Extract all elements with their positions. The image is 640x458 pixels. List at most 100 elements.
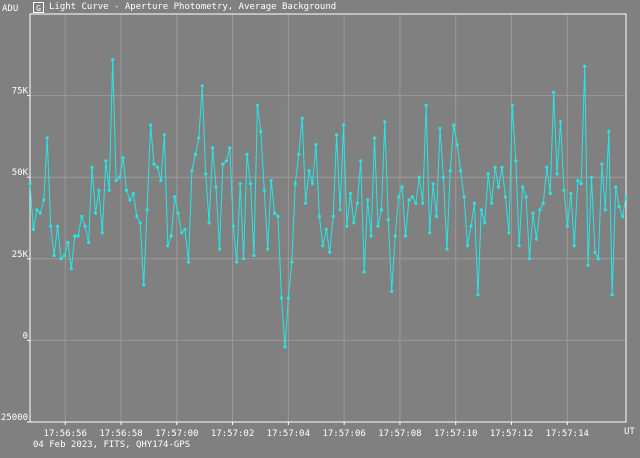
data-point [496,185,501,189]
data-point [531,211,535,215]
data-point [445,247,449,251]
data-point [438,126,442,130]
data-point [166,244,170,248]
data-point [534,237,539,241]
data-point [621,214,625,218]
data-point [180,231,184,235]
data-point [448,169,452,173]
app-icon[interactable]: G [33,2,44,13]
data-point [486,172,490,176]
data-point [507,231,511,235]
x-tick-labels: 17:56:56 17:56:58 17:57:00 17:57:02 17:57:04… [44,429,589,439]
data-point [214,185,218,189]
data-point [248,182,253,186]
data-point [410,195,414,199]
y-tick-label: 0 [23,331,28,341]
data-point [596,257,601,261]
data-point [290,260,294,264]
data-point [455,143,459,147]
title-bar: G Light Curve - Aperture Photometry, Ave… [0,0,640,16]
data-point [321,244,325,248]
grid-lines [30,14,626,423]
data-point [386,218,390,222]
data-point [259,129,263,134]
data-point [97,188,101,192]
data-point [510,103,514,107]
data-point [176,211,180,215]
data-point [414,201,418,205]
data-point [417,175,421,179]
data-point [469,224,473,228]
data-point [173,195,177,199]
data-point [541,201,545,205]
data-point [490,201,494,205]
data-point [283,345,287,349]
y-tick-labels: -25000 0 25K 50K 75K [0,87,29,423]
data-point [255,103,259,107]
data-point [104,159,108,163]
data-point [66,240,70,245]
data-point [286,296,290,300]
data-point [190,169,194,173]
y-tick-label: 25K [12,250,29,260]
footer-info: 04 Feb 2023, FITS, QHY174-GPS [33,440,191,450]
data-point [128,198,132,202]
data-point [558,120,563,124]
data-point [228,146,232,150]
data-point [503,195,507,199]
data-point [42,198,46,202]
data-point [459,169,463,173]
data-point [62,253,67,258]
x-tick-label: 17:57:02 [211,429,254,439]
data-point [28,182,32,186]
data-point [118,175,122,179]
data-point [565,224,570,228]
data-point [517,244,521,248]
data-point [352,221,356,225]
data-point [369,234,373,238]
data-point [35,208,39,212]
data-point [521,185,525,189]
data-point [273,211,277,215]
x-tick-label: 17:57:00 [155,429,198,439]
data-point [204,172,208,176]
data-point [393,234,397,238]
data-point [341,123,346,127]
x-tick-label: 17:57:12 [490,429,533,439]
data-point [155,165,160,169]
data-point [624,195,628,199]
plot-frame [27,13,627,425]
data-point [610,293,614,297]
data-point [345,224,349,228]
data-point [297,152,301,156]
data-point [579,182,583,186]
data-point [224,159,228,163]
data-point [242,257,246,261]
data-point [493,165,497,169]
data-point [300,116,304,120]
data-point [186,260,191,264]
data-point [479,208,483,212]
y-tick-label: -25000 [0,413,28,423]
data-point [252,253,256,258]
data-point [149,123,153,127]
data-point [235,260,239,264]
data-point [114,178,118,183]
data-point [390,289,394,293]
data-point [555,172,559,176]
data-point [262,188,266,192]
data-point [472,201,476,205]
data-point [87,240,91,245]
data-point [465,244,470,248]
data-point [524,195,528,199]
data-point [452,123,456,127]
data-point [514,159,518,163]
data-point [100,231,104,235]
y-tick-label: 75K [12,87,29,97]
data-point [31,227,35,231]
data-point [279,296,284,300]
data-point [421,201,425,205]
data-point [49,224,53,228]
data-point [152,162,156,166]
data-point [383,120,387,124]
